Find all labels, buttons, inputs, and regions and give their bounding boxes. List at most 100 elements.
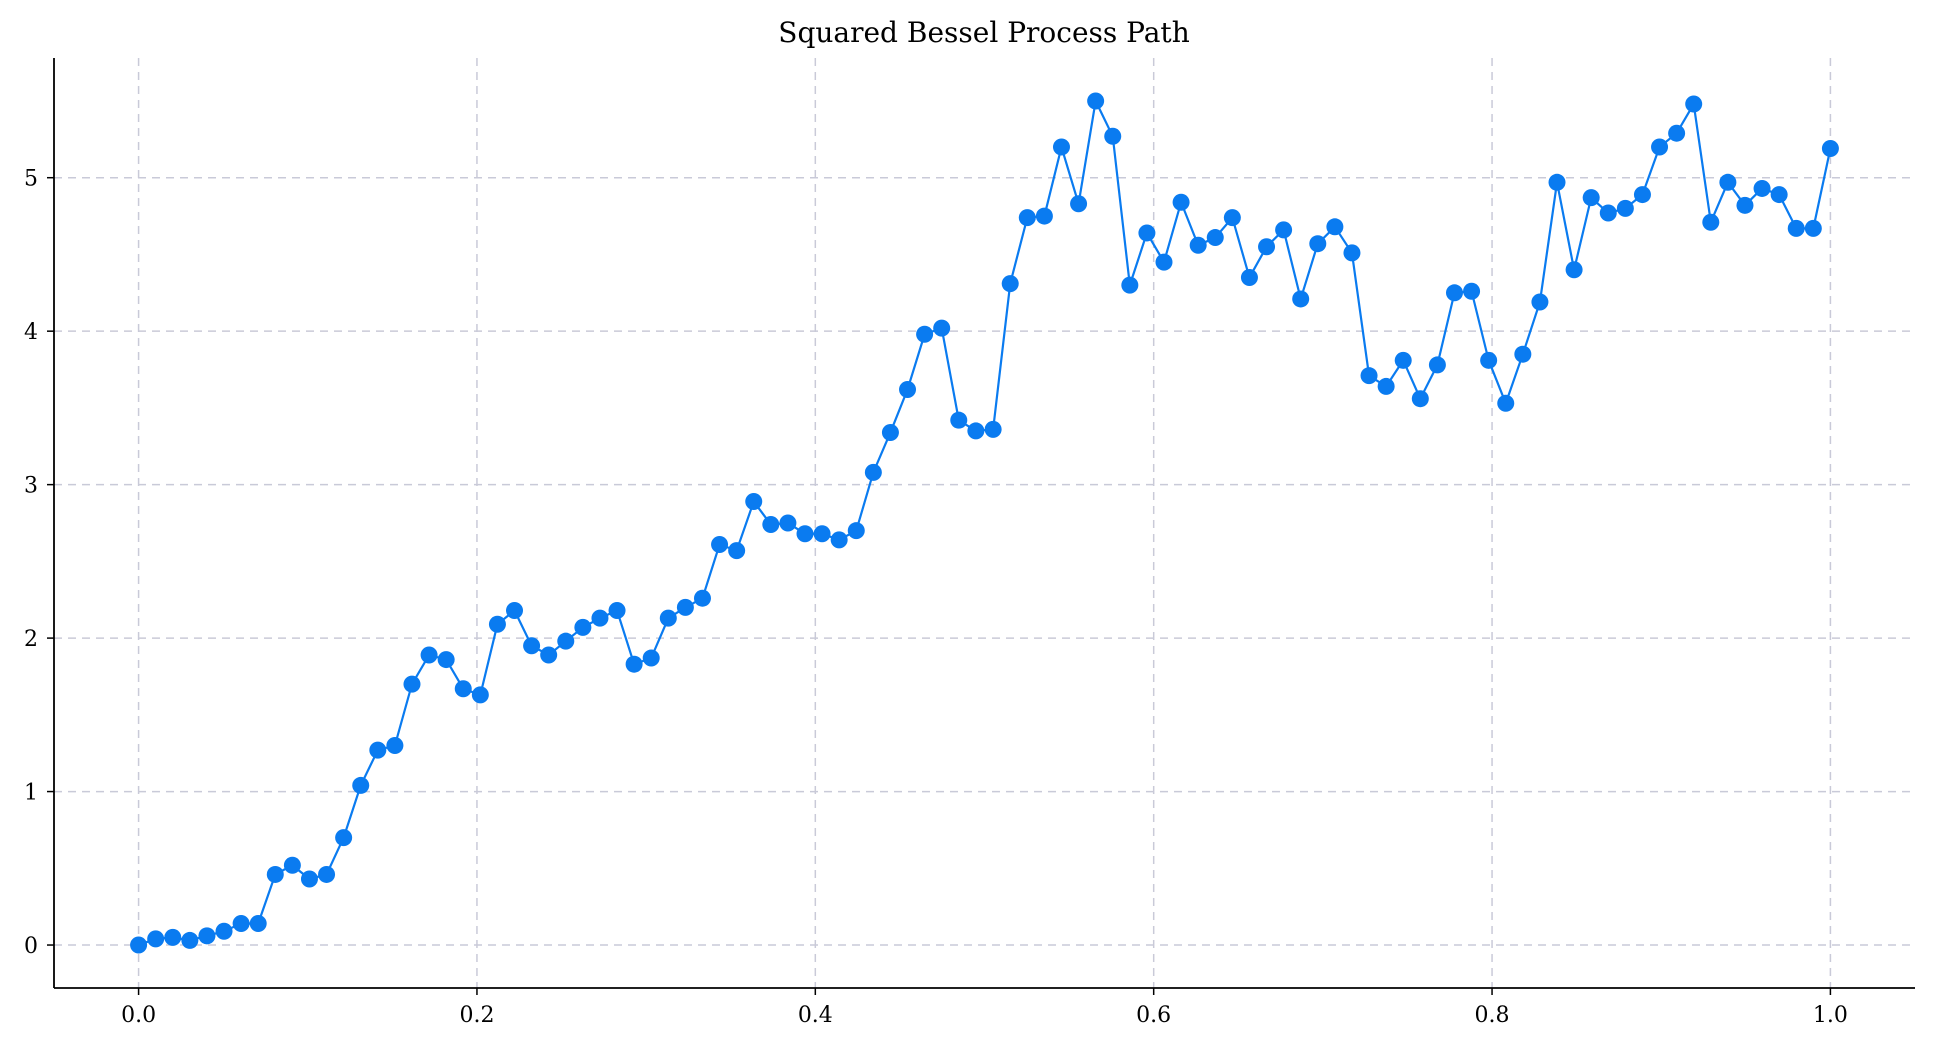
x-tick-label: 0.0 — [121, 1003, 156, 1028]
data-point — [1326, 218, 1344, 236]
data-point — [864, 463, 882, 481]
data-point — [1309, 235, 1327, 253]
data-point — [198, 927, 216, 945]
y-tick-label: 0 — [24, 934, 38, 959]
data-point — [1668, 124, 1686, 142]
data-point — [1240, 268, 1258, 286]
data-point — [488, 615, 506, 633]
data-point — [523, 637, 541, 655]
data-point — [574, 618, 592, 636]
data-point — [420, 646, 438, 664]
data-point — [335, 829, 353, 847]
data-point — [403, 675, 421, 693]
data-point — [1599, 204, 1617, 222]
data-point — [557, 632, 575, 650]
data-point — [1565, 261, 1583, 279]
data-point — [899, 380, 917, 398]
data-point — [1736, 196, 1754, 214]
data-point — [591, 609, 609, 627]
data-point — [1770, 186, 1788, 204]
data-point — [130, 936, 148, 954]
data-point — [1206, 229, 1224, 247]
data-point — [1616, 199, 1634, 217]
chart-title: Squared Bessel Process Path — [778, 16, 1189, 49]
data-point — [693, 589, 711, 607]
data-point — [215, 922, 233, 940]
data-point — [318, 865, 336, 883]
data-point — [506, 601, 524, 619]
data-point — [847, 522, 865, 540]
data-point — [830, 531, 848, 549]
data-point — [779, 514, 797, 532]
data-point — [1582, 189, 1600, 207]
data-point — [1753, 179, 1771, 197]
data-point — [300, 870, 318, 888]
data-point — [745, 493, 763, 511]
data-point — [1189, 236, 1207, 254]
data-point — [967, 422, 985, 440]
data-point — [1104, 127, 1122, 145]
data-point — [1052, 138, 1070, 156]
axes — [53, 58, 1915, 989]
data-point — [1223, 209, 1241, 227]
data-point — [1651, 138, 1669, 156]
series — [130, 92, 1839, 954]
data-point — [471, 686, 489, 704]
data-point — [1155, 253, 1173, 271]
data-point — [1087, 92, 1105, 110]
gridlines — [54, 58, 1915, 988]
data-point — [283, 856, 301, 874]
data-point — [540, 646, 558, 664]
series-line — [138, 97, 1832, 947]
data-point — [232, 915, 250, 933]
data-point — [369, 741, 387, 759]
data-point — [1018, 209, 1036, 227]
data-point — [1463, 282, 1481, 300]
x-tick-label: 0.4 — [798, 1003, 833, 1028]
data-point — [1070, 195, 1088, 213]
data-point — [1633, 186, 1651, 204]
x-tick-label: 0.6 — [1136, 1003, 1171, 1028]
data-point — [676, 598, 694, 616]
data-point — [933, 319, 951, 337]
y-tick-label: 5 — [24, 167, 38, 192]
data-point — [1394, 351, 1412, 369]
data-point — [386, 737, 404, 755]
data-point — [1035, 207, 1053, 225]
data-point — [881, 423, 899, 441]
data-point — [454, 680, 472, 698]
data-point — [1685, 95, 1703, 113]
x-tick-label: 0.8 — [1475, 1003, 1510, 1028]
data-point — [1292, 290, 1310, 308]
data-point — [1804, 219, 1822, 237]
y-tick-label: 2 — [24, 627, 38, 652]
data-point — [1172, 193, 1190, 211]
data-point — [1360, 367, 1378, 385]
data-point — [1719, 173, 1737, 191]
data-point — [437, 651, 455, 669]
data-point — [796, 525, 814, 543]
ticks: 0.0 0.2 0.4 0.6 0.8 1.0 0 1 2 3 4 5 — [24, 167, 1848, 1028]
data-point — [1548, 173, 1566, 191]
data-point — [1343, 244, 1361, 262]
data-point — [249, 915, 267, 933]
x-tick-label: 1.0 — [1813, 1003, 1848, 1028]
data-point — [1480, 351, 1498, 369]
y-tick-label: 3 — [24, 474, 38, 499]
data-point — [1258, 238, 1276, 256]
data-point — [266, 865, 284, 883]
data-point — [916, 325, 934, 343]
data-point — [1138, 224, 1156, 242]
data-point — [608, 601, 626, 619]
y-tick-label: 4 — [24, 320, 38, 345]
data-point — [1411, 390, 1429, 408]
data-point — [1702, 213, 1720, 231]
y-tick-label: 1 — [24, 781, 38, 806]
data-point — [1377, 377, 1395, 395]
data-point — [164, 928, 182, 946]
data-point — [352, 776, 370, 794]
data-point — [659, 609, 677, 627]
data-point — [813, 525, 831, 543]
data-point — [642, 649, 660, 667]
data-point — [1001, 275, 1019, 293]
